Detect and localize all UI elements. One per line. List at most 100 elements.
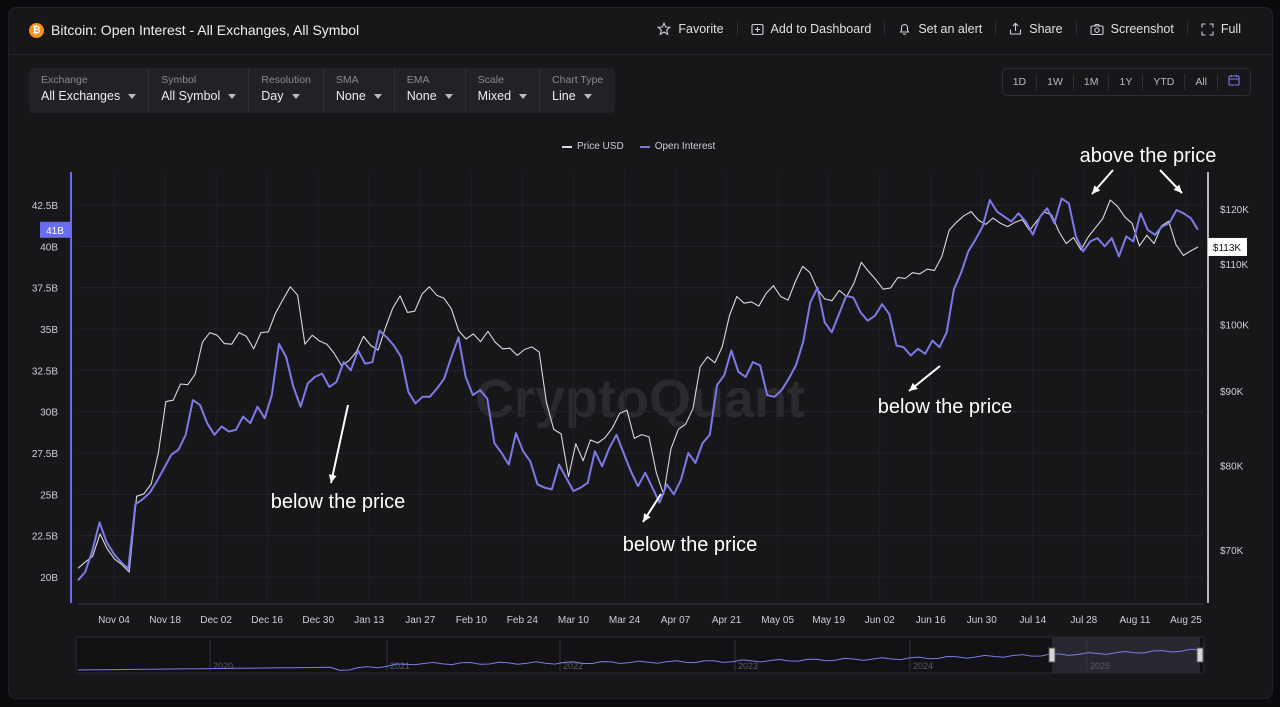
x-axis-tick-label: Jan 13 [354,615,384,626]
chevron-down-icon [228,93,237,99]
annotation-arrow-head [909,382,918,391]
right-axis-tick-label: $110K [1220,260,1249,271]
resolution-select[interactable]: Resolution Day [249,68,324,113]
symbol-select[interactable]: Symbol All Symbol [149,68,250,113]
legend-oi-swatch [639,145,650,148]
x-axis-tick-label: Dec 30 [302,615,334,626]
resolution-label: Resolution [261,74,311,86]
annotation-text: below the price [623,534,758,556]
left-axis-tick-label: 20B [40,573,58,584]
filter-bar: Exchange All Exchanges Symbol All Symbol… [29,68,616,113]
annotation-arrow-head [328,474,337,483]
left-axis-tick-label: 35B [40,325,58,336]
scale-select[interactable]: Scale Mixed [466,68,541,113]
right-current-value-label: $113K [1213,243,1242,254]
favorite-label: Favorite [678,22,724,36]
left-axis-tick-label: 27.5B [32,449,58,460]
navigator-year-label: 2023 [738,661,758,671]
left-axis-tick-label: 22.5B [32,532,58,543]
left-current-value-label: 41B [46,226,64,237]
share-button[interactable]: Share [995,22,1075,36]
x-axis-tick-label: Feb 24 [507,615,539,626]
calendar-button[interactable] [1218,74,1250,91]
right-axis-tick-label: $100K [1220,320,1249,331]
left-axis-tick-label: 25B [40,490,58,501]
x-axis-tick-label: Dec 16 [251,615,283,626]
chart-type-select[interactable]: Chart Type Line [540,68,615,113]
annotation-text: above the price [1080,145,1217,167]
exchange-value: All Exchanges [41,89,121,103]
exchange-select[interactable]: Exchange All Exchanges [29,68,150,113]
x-axis-tick-label: May 19 [812,615,845,626]
screenshot-button[interactable]: Screenshot [1075,22,1187,36]
sma-value: None [335,89,366,103]
chart-panel: ₿ Bitcoin: Open Interest - All Exchanges… [8,7,1273,699]
range-all-button[interactable]: All [1185,74,1218,90]
x-axis-tick-label: Jun 02 [865,615,895,626]
legend-price-swatch [562,145,572,148]
screenshot-label: Screenshot [1110,22,1174,36]
fullscreen-label: Full [1220,22,1241,36]
range-ytd-button[interactable]: YTD [1143,74,1186,90]
left-axis-tick-label: 30B [40,408,58,419]
favorite-button[interactable]: Favorite [644,22,736,36]
navigator-year-label: 2025 [1090,661,1110,671]
right-current-value-tag [1208,237,1247,256]
chevron-down-icon [373,93,382,99]
header-bar: ₿ Bitcoin: Open Interest - All Exchanges… [9,8,1272,55]
symbol-label: Symbol [161,74,197,86]
chart-type-value: Line [552,89,576,103]
legend-open-interest[interactable]: Open Interest [639,141,716,152]
left-axis-tick-label: 37.5B [32,284,58,295]
price-series-line [77,199,1199,573]
right-axis-tick-label: $70K [1220,546,1244,557]
annotation-arrow [330,404,349,484]
left-current-value-tag [40,221,71,238]
chevron-down-icon [291,93,300,99]
right-axis-tick-label: $120K [1220,205,1249,216]
range-1m-button[interactable]: 1M [1074,74,1110,90]
ema-label: EMA [406,74,430,86]
navigator-sparkline [77,648,1201,671]
chevron-down-icon [583,93,592,99]
chart-type-label: Chart Type [552,74,604,86]
navigator-handle-right [1196,647,1204,663]
watermark-text: CryptoQuant [475,369,805,429]
range-1w-button[interactable]: 1W [1037,74,1074,90]
bell-icon [899,24,910,35]
navigator-year-label: 2021 [390,661,410,671]
x-axis-tick-label: Jun 16 [916,615,946,626]
x-axis-tick-label: Dec 02 [200,615,232,626]
bitcoin-icon: ₿ [29,22,44,38]
share-label: Share [1029,22,1063,36]
left-axis-tick-label: 32.5B [32,366,58,377]
set-alert-button[interactable]: Set an alert [884,22,995,36]
navigator-panel [75,636,1205,674]
chevron-down-icon [519,93,528,99]
header-actions: Favorite Add to Dashboard Set an alert S… [644,22,1254,36]
fullscreen-button[interactable]: Full [1186,22,1254,36]
right-axis-tick-label: $80K [1220,462,1244,473]
scale-label: Scale [477,74,504,86]
star-icon [657,22,672,36]
sma-select[interactable]: SMA None [324,68,395,113]
range-1y-button[interactable]: 1Y [1109,74,1144,90]
legend-oi-label: Open Interest [654,141,716,152]
dashboard-add-icon [750,23,764,35]
annotation-text: below the price [878,396,1013,418]
legend-price[interactable]: Price USD [562,141,624,152]
x-axis-tick-label: Jan 27 [405,615,435,626]
add-to-dashboard-button[interactable]: Add to Dashboard [736,22,885,36]
left-axis-tick-label: 40B [40,242,58,253]
x-axis-tick-label: Feb 10 [456,615,488,626]
range-1d-button[interactable]: 1D [1003,74,1038,90]
annotation-text: below the price [271,491,406,513]
ema-select[interactable]: EMA None [395,68,466,113]
x-axis-tick-label: Nov 18 [149,615,181,626]
x-axis-tick-label: May 05 [761,615,794,626]
x-axis-tick-label: Aug 25 [1170,615,1202,626]
x-axis-tick-label: Aug 11 [1119,615,1150,626]
navigator-year-label: 2020 [213,661,233,671]
x-axis-tick-label: Jul 28 [1071,615,1098,626]
